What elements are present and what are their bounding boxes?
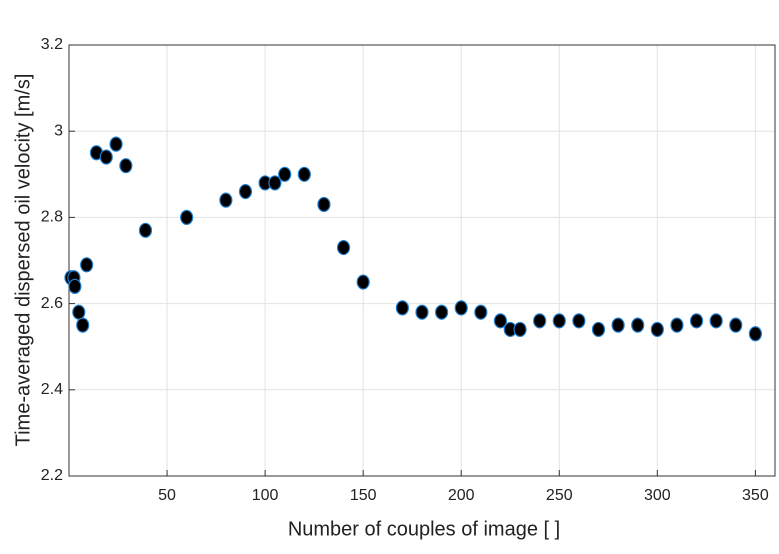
data-point: [709, 313, 723, 329]
data-point: [454, 300, 468, 316]
data-point: [611, 317, 625, 333]
data-point: [415, 304, 429, 320]
data-point: [356, 274, 370, 290]
y-axis-label: Time-averaged dispersed oil velocity [m/…: [12, 74, 34, 447]
x-tick-label: 200: [448, 487, 475, 504]
data-point: [435, 304, 449, 320]
y-tick-label: 3: [54, 122, 63, 139]
data-point: [748, 326, 762, 342]
x-tick-label: 50: [158, 487, 176, 504]
data-point: [80, 257, 94, 273]
x-tick-label: 100: [252, 487, 279, 504]
data-point: [138, 222, 153, 238]
data-point: [474, 304, 488, 320]
data-point: [572, 313, 586, 329]
y-tick-label: 2.4: [41, 381, 63, 398]
data-point: [278, 166, 292, 182]
data-point: [729, 317, 743, 333]
data-point: [72, 304, 86, 320]
data-point: [180, 209, 194, 225]
plot-frame: [68, 44, 776, 477]
data-point: [268, 175, 282, 191]
data-point: [513, 321, 527, 338]
data-point: [395, 300, 409, 316]
data-point: [689, 313, 704, 329]
data-point: [650, 321, 664, 338]
x-axis-label: Number of couples of image [ ]: [288, 518, 560, 540]
y-tick-label: 3.2: [41, 36, 63, 53]
data-point: [99, 149, 113, 165]
data-point: [631, 317, 645, 333]
y-tick-label: 2.8: [41, 209, 63, 226]
data-point: [591, 321, 606, 338]
data-point: [297, 166, 311, 182]
y-tick-label: 2.2: [41, 467, 63, 484]
data-point: [493, 313, 508, 329]
x-tick-label: 150: [350, 487, 377, 504]
y-tick-label: 2.6: [41, 295, 63, 312]
data-point: [109, 136, 123, 152]
data-point: [533, 313, 547, 329]
x-tick-label: 250: [546, 487, 573, 504]
data-point: [336, 239, 351, 256]
x-tick-label: 350: [742, 487, 769, 504]
data-point: [238, 183, 253, 200]
data-point: [76, 317, 90, 333]
x-tick-label: 300: [644, 487, 671, 504]
data-point: [552, 313, 566, 329]
data-point: [670, 317, 684, 333]
data-point: [119, 158, 133, 174]
data-point: [219, 192, 233, 208]
data-point: [68, 278, 82, 294]
data-point: [317, 196, 331, 213]
